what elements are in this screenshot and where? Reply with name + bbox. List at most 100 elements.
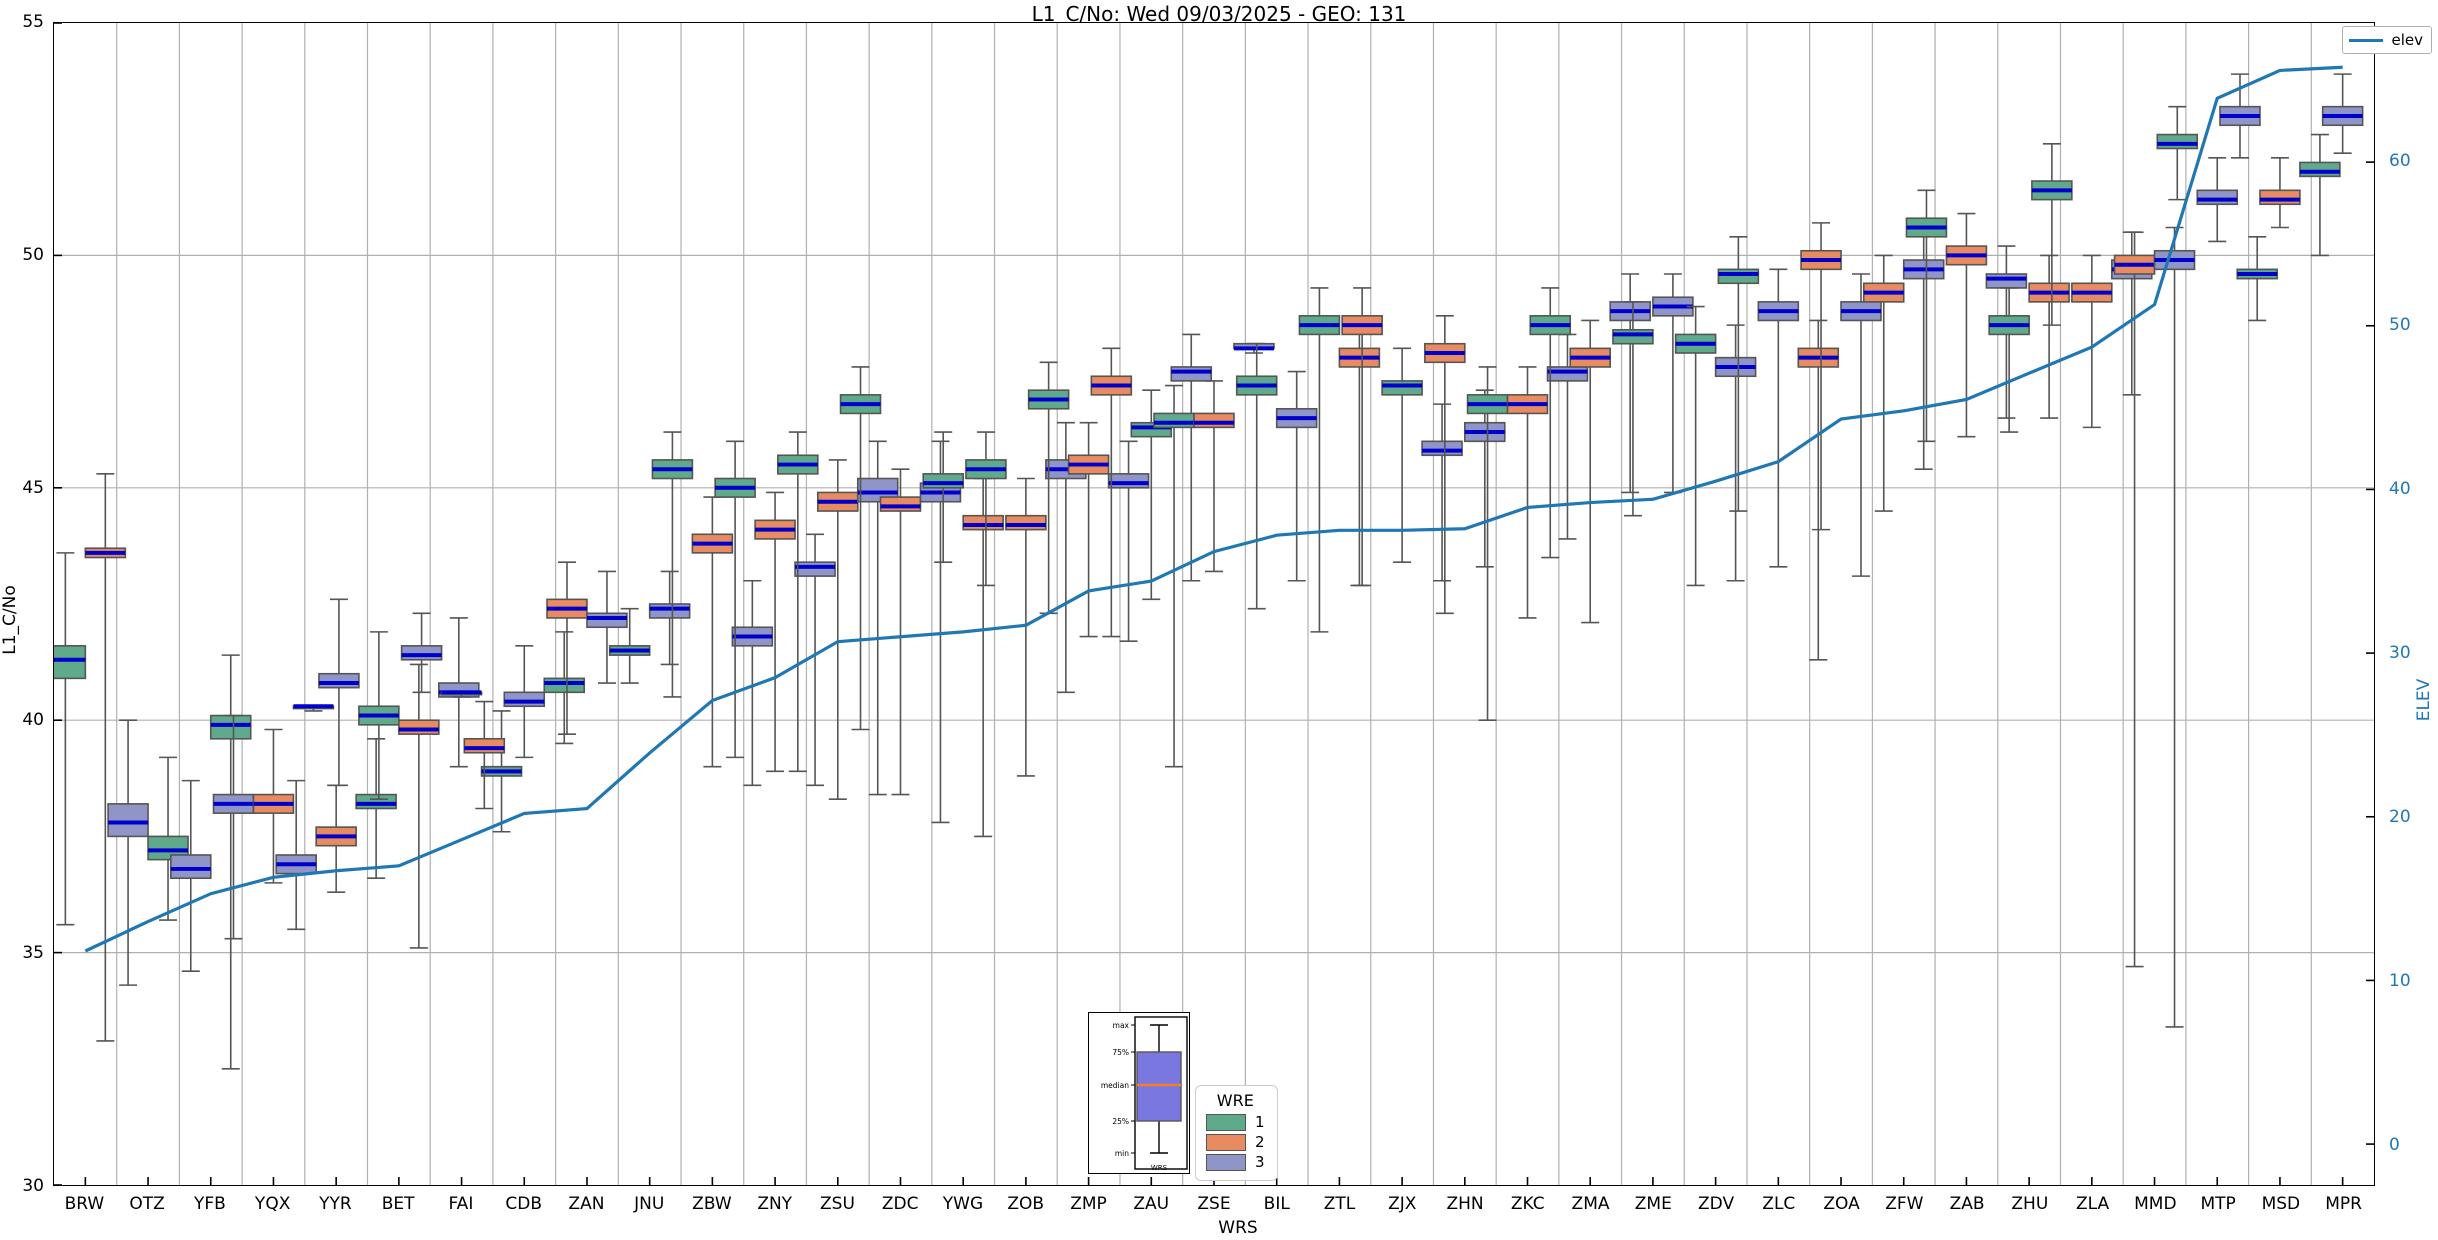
elev-line <box>84 65 2343 953</box>
y2-tick-20: 20 <box>2389 807 2411 828</box>
boxplot-ZNY-wre2 <box>754 491 796 773</box>
y-tick-45: 45 <box>22 477 44 498</box>
x-tick-YWG: YWG <box>942 1194 984 1214</box>
boxplot-CDB-wre1 <box>543 631 586 745</box>
boxplot-BET-wre1 <box>358 631 400 801</box>
x-tick-ZMA: ZMA <box>1571 1194 1610 1214</box>
box-body <box>586 612 628 629</box>
key-label-median: median <box>1101 1081 1129 1090</box>
x-tick-ZFW: ZFW <box>1885 1194 1924 1214</box>
x-tick-ZHN: ZHN <box>1446 1194 1484 1214</box>
box-body <box>169 854 212 880</box>
key-label-p25: 25% <box>1112 1117 1129 1126</box>
box-body <box>962 514 1004 531</box>
box-body <box>1985 273 2028 289</box>
y2-tick-0: 0 <box>2389 1135 2400 1155</box>
box-body <box>2156 133 2199 150</box>
boxplot-MMD-wre3 <box>2153 226 2196 1028</box>
boxplot-JNU-wre1 <box>608 607 651 684</box>
wre-legend-title: WRE <box>1216 1091 1254 1110</box>
boxplot-ZSU-wre2 <box>817 459 859 801</box>
x-tick-ZLA: ZLA <box>2076 1194 2110 1214</box>
x-tick-YYR: YYR <box>319 1194 352 1214</box>
elev-legend[interactable]: elev <box>2342 26 2432 54</box>
box-body <box>1546 366 1589 382</box>
box-body <box>107 803 149 838</box>
boxplot-ZAU-wre2 <box>1090 347 1133 638</box>
boxplot-ZMP-wre3 <box>1107 440 1150 642</box>
x-tick-BET: BET <box>381 1194 415 1214</box>
boxplot-ZJX-wre2 <box>1341 287 1383 587</box>
boxplot-ZMA-wre3 <box>1609 273 1651 494</box>
wre-legend-item-1[interactable]: 1 <box>1206 1113 1265 1131</box>
boxplot-YYR-wre3 <box>275 779 317 931</box>
boxplot-ZFW-wre2 <box>1862 254 1905 512</box>
boxplot-ZFW-wre3 <box>1902 231 1945 471</box>
boxplot-ZME-wre1 <box>1612 301 1654 517</box>
boxplot-BRW-wre2 <box>84 473 127 1042</box>
box-body <box>922 473 964 489</box>
boxplot-ZOB-wre1 <box>965 431 1007 587</box>
box-body <box>648 603 691 619</box>
box-body <box>794 561 836 577</box>
boxplot-ZDC-wre2 <box>879 468 922 796</box>
x-tick-ZBW: ZBW <box>692 1194 732 1214</box>
box-body <box>2299 161 2341 178</box>
box-body <box>1612 328 1654 345</box>
wre-legend-item-2[interactable]: 2 <box>1206 1133 1265 1151</box>
y-tick-30: 30 <box>22 1176 44 1196</box>
box-body <box>1005 514 1047 531</box>
elev-legend-label: elev <box>2391 31 2423 49</box>
x-tick-ZDC: ZDC <box>881 1194 919 1214</box>
boxplot-FAI-wre3 <box>400 612 443 694</box>
y-tick-40: 40 <box>22 710 44 731</box>
x-tick-MPR: MPR <box>2325 1194 2362 1214</box>
boxplot-ZOA-wre3 <box>1840 273 1882 577</box>
boxplot-YQX-wre2 <box>252 728 295 884</box>
x-tick-MMD: MMD <box>2134 1194 2177 1214</box>
boxplot-JNU-wre3 <box>648 570 691 666</box>
boxplot-MTP-wre1 <box>2156 105 2199 201</box>
wre-3-swatch <box>1206 1153 1246 1171</box>
x-tick-ZTL: ZTL <box>1323 1194 1356 1214</box>
wre-legend-item-3[interactable]: 3 <box>1206 1153 1265 1171</box>
y2-tick-30: 30 <box>2389 643 2411 664</box>
x-tick-ZDV: ZDV <box>1698 1194 1735 1214</box>
boxplot-key-inset: max 75% median 25% min WRS <box>1088 1012 1190 1174</box>
boxplot-CDB-wre3 <box>503 645 546 759</box>
box-body <box>355 793 397 810</box>
x-tick-ZAU: ZAU <box>1133 1194 1170 1214</box>
boxplot-MPR-wre3 <box>2321 73 2364 154</box>
x-tick-ZLC: ZLC <box>1762 1194 1796 1214</box>
key-label-min: min <box>1115 1149 1129 1158</box>
wre-3-label: 3 <box>1255 1153 1265 1171</box>
wre-legend[interactable]: WRE 1 2 3 <box>1195 1085 1278 1181</box>
x-tick-ZJX: ZJX <box>1388 1194 1417 1214</box>
y2-axis-label: ELEV <box>2414 678 2434 722</box>
box-body <box>463 737 506 754</box>
key-label-max: max <box>1113 1021 1130 1030</box>
boxplot-MSD-wre2 <box>2259 156 2301 229</box>
boxplot-BRW-wre1 <box>54 552 87 926</box>
box-body <box>543 677 586 694</box>
x-tick-MTP: MTP <box>2200 1194 2236 1214</box>
boxplot-ZMP-wre2 <box>1067 421 1110 638</box>
box-body <box>1421 440 1463 457</box>
wre-2-label: 2 <box>1255 1133 1265 1151</box>
y-tick-35: 35 <box>22 943 44 964</box>
boxplot-ZBW-wre2 <box>691 496 734 768</box>
box-body <box>856 477 899 503</box>
x-tick-ZSU: ZSU <box>820 1194 855 1214</box>
x-tick-YFB: YFB <box>193 1194 226 1214</box>
x-axis-label: WRS <box>1218 1218 1258 1238</box>
boxplot-ZSU-wre3 <box>856 440 899 796</box>
key-axis-label: WRS <box>1151 1164 1168 1172</box>
x-tick-ZSE: ZSE <box>1197 1194 1231 1214</box>
box-body <box>1193 412 1235 429</box>
boxplot-OTZ-wre3 <box>107 719 149 986</box>
boxplot-ZLA-wre2 <box>2071 254 2113 429</box>
box-body <box>1717 268 1760 285</box>
boxplot-FAI-wre3 <box>440 690 483 698</box>
x-tick-OTZ: OTZ <box>129 1194 165 1214</box>
wre-2-swatch <box>1206 1133 1246 1151</box>
